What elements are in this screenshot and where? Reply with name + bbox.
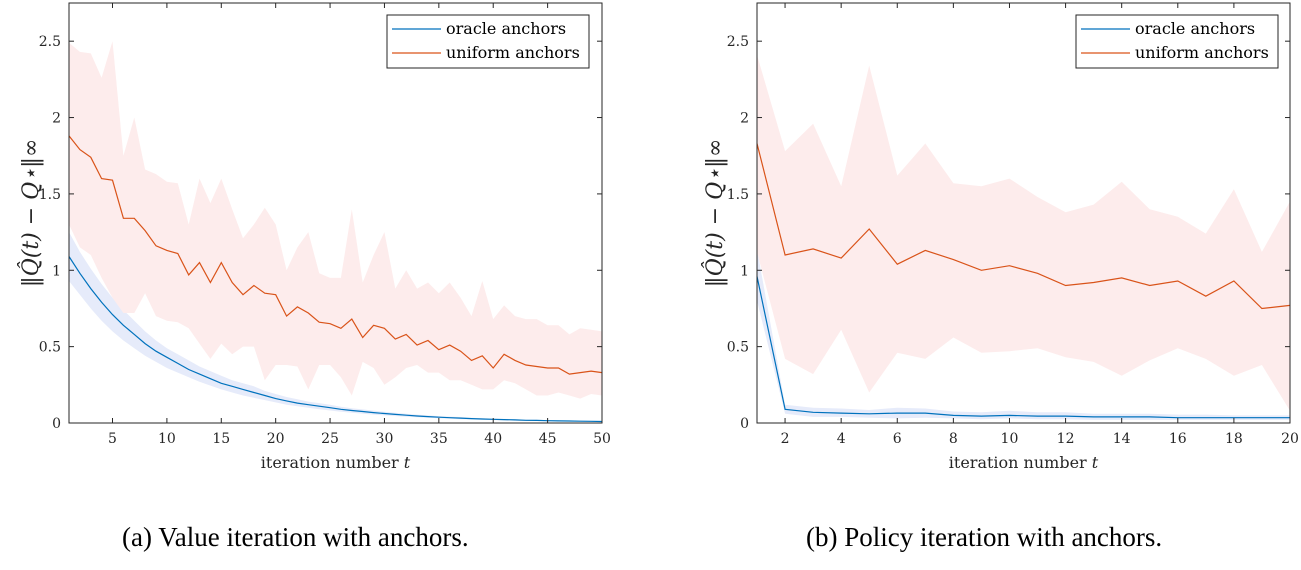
y-tick-label: 0: [52, 416, 61, 432]
series-line: [68, 256, 603, 423]
y-tick-label: 1: [52, 263, 61, 279]
y-tick-label: 2.5: [727, 34, 749, 50]
axes-box: [68, 2, 603, 424]
y-axis-label: ‖Q̂(t) − Q⋆‖∞: [702, 139, 728, 288]
x-tick-label: 2: [781, 431, 790, 447]
x-tick-label: 10: [158, 431, 176, 447]
x-tick-label: 4: [837, 431, 846, 447]
series-line: [68, 135, 603, 375]
y-tick-label: 0.5: [39, 340, 61, 356]
x-tick-label: 35: [430, 431, 448, 447]
x-tick-label: 12: [1057, 431, 1075, 447]
caption-a: (a) Value iteration with anchors.: [122, 522, 469, 552]
y-axis-label: ‖Q̂(t) − Q⋆‖∞: [18, 139, 44, 288]
x-tick-label: 10: [1001, 431, 1019, 447]
x-tick-label: 18: [1225, 431, 1243, 447]
legend-label: oracle anchors: [446, 19, 566, 38]
y-tick-label: 2.5: [39, 34, 61, 50]
x-axis-label: iteration number t: [261, 453, 411, 472]
x-tick-label: 6: [893, 431, 902, 447]
x-tick-label: 20: [267, 431, 285, 447]
x-tick-label: 14: [1113, 431, 1131, 447]
legend-label: oracle anchors: [1135, 19, 1255, 38]
axes-box: [756, 2, 1291, 424]
legend-label: uniform anchors: [446, 43, 580, 62]
x-tick-label: 40: [484, 431, 502, 447]
y-tick-label: 1.5: [39, 187, 61, 203]
x-tick-label: 25: [321, 431, 339, 447]
x-tick-label: 5: [108, 431, 117, 447]
x-tick-label: 50: [593, 431, 611, 447]
confidence-band: [69, 41, 602, 399]
confidence-band: [69, 232, 602, 422]
legend: oracle anchors uniform anchors: [1075, 14, 1279, 69]
y-tick-label: 2: [52, 111, 61, 127]
caption-b: (b) Policy iteration with anchors.: [806, 522, 1163, 552]
legend-label: uniform anchors: [1135, 43, 1269, 62]
y-tick-label: 0.5: [727, 340, 749, 356]
chart-a-value-iteration: 5 10 15 20 25 30 35 40 45 50 0 0.5 1 1.5 2 2.5 iteration…: [18, 2, 611, 472]
chart-b-policy-iteration: 2 4 6 8 10 12 14 16 18 20 0 0.5 1 1.5 2 2.5 iteration nu…: [702, 2, 1299, 472]
x-tick-label: 20: [1281, 431, 1299, 447]
y-tick-label: 0: [740, 416, 749, 432]
x-tick-label: 8: [949, 431, 958, 447]
x-tick-label: 16: [1169, 431, 1187, 447]
series-line: [756, 143, 1291, 310]
confidence-band: [757, 54, 1290, 411]
y-tick-label: 1.5: [727, 187, 749, 203]
x-axis-label: iteration number t: [949, 453, 1099, 472]
series-line: [756, 276, 1290, 419]
x-tick-label: 15: [212, 431, 230, 447]
x-tick-label: 45: [539, 431, 557, 447]
y-tick-label: 2: [740, 111, 749, 127]
legend: oracle anchors uniform anchors: [386, 14, 590, 69]
y-tick-label: 1: [740, 263, 749, 279]
x-tick-label: 30: [376, 431, 394, 447]
